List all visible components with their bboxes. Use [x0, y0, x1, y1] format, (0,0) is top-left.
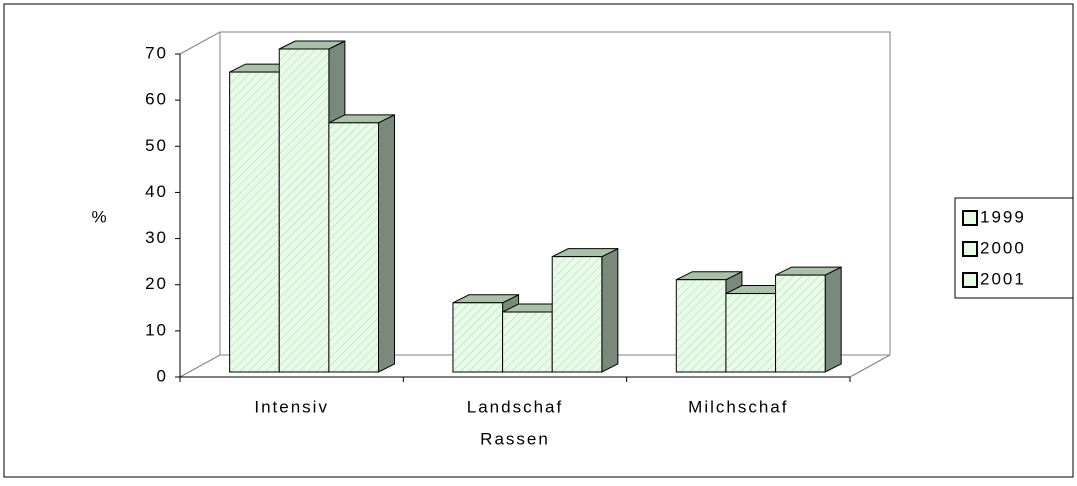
- bar: [725, 293, 777, 373]
- legend-swatch: [962, 210, 978, 226]
- legend-swatch: [962, 241, 978, 257]
- bar: [551, 256, 603, 373]
- x-axis-label: Rassen: [480, 429, 550, 448]
- x-tick-label: Landschaf: [467, 397, 563, 416]
- y-tick-label: 60: [145, 90, 168, 109]
- bar: [675, 279, 727, 373]
- y-tick-label: 40: [145, 182, 168, 201]
- legend-label: 2001: [980, 269, 1026, 288]
- y-tick-label: 10: [145, 320, 168, 339]
- legend-label: 2000: [980, 238, 1026, 257]
- bar: [502, 311, 553, 373]
- legend-swatch: [962, 272, 978, 288]
- x-tick-label: Milchschaf: [688, 397, 788, 416]
- y-axis-label: %: [91, 207, 108, 226]
- y-tick-label: 0: [157, 366, 168, 385]
- y-tick-label: 70: [145, 43, 168, 62]
- bar: [775, 274, 826, 373]
- legend-label: 1999: [980, 207, 1026, 226]
- chart-border: [3, 3, 1074, 478]
- y-tick-label: 30: [145, 228, 168, 247]
- bar: [229, 71, 280, 373]
- bar: [278, 48, 330, 373]
- y-tick-label: 20: [145, 274, 168, 293]
- bar: [452, 302, 504, 373]
- bar-side: [601, 247, 619, 373]
- bar: [328, 122, 380, 373]
- bar-side: [824, 266, 842, 373]
- y-tick-label: 50: [145, 136, 168, 155]
- bar-side: [378, 114, 396, 373]
- x-tick-label: Intensiv: [254, 397, 329, 416]
